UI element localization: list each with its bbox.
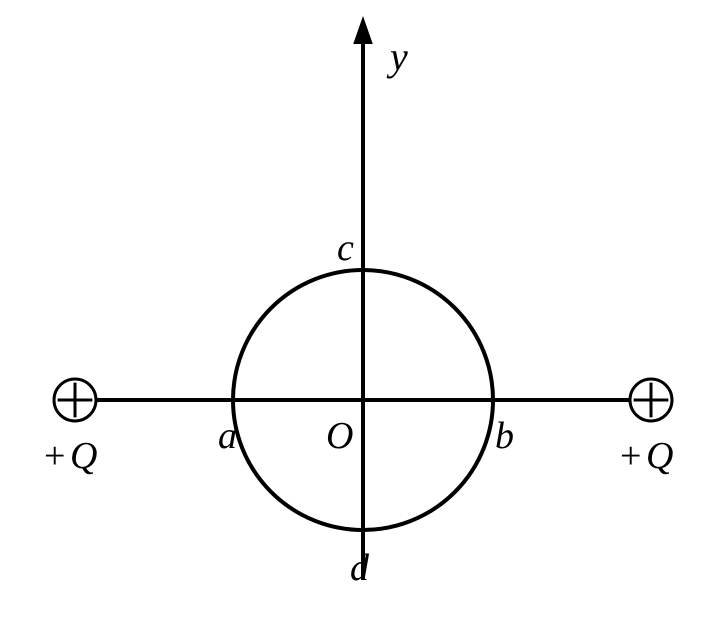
label-y: y xyxy=(386,34,408,79)
label-Q_right_plus: + xyxy=(620,435,641,477)
label-a: a xyxy=(218,415,237,457)
label-d: d xyxy=(350,547,370,589)
label-b: b xyxy=(495,415,514,457)
y-axis-arrow xyxy=(353,16,373,44)
label-Q_right: Q xyxy=(646,435,673,477)
label-c: c xyxy=(337,227,354,269)
label-Q_left: Q xyxy=(70,435,97,477)
label-O: O xyxy=(326,415,353,457)
physics-diagram: ycaObd+Q+Q xyxy=(0,0,726,634)
label-Q_left_plus: + xyxy=(44,435,65,477)
